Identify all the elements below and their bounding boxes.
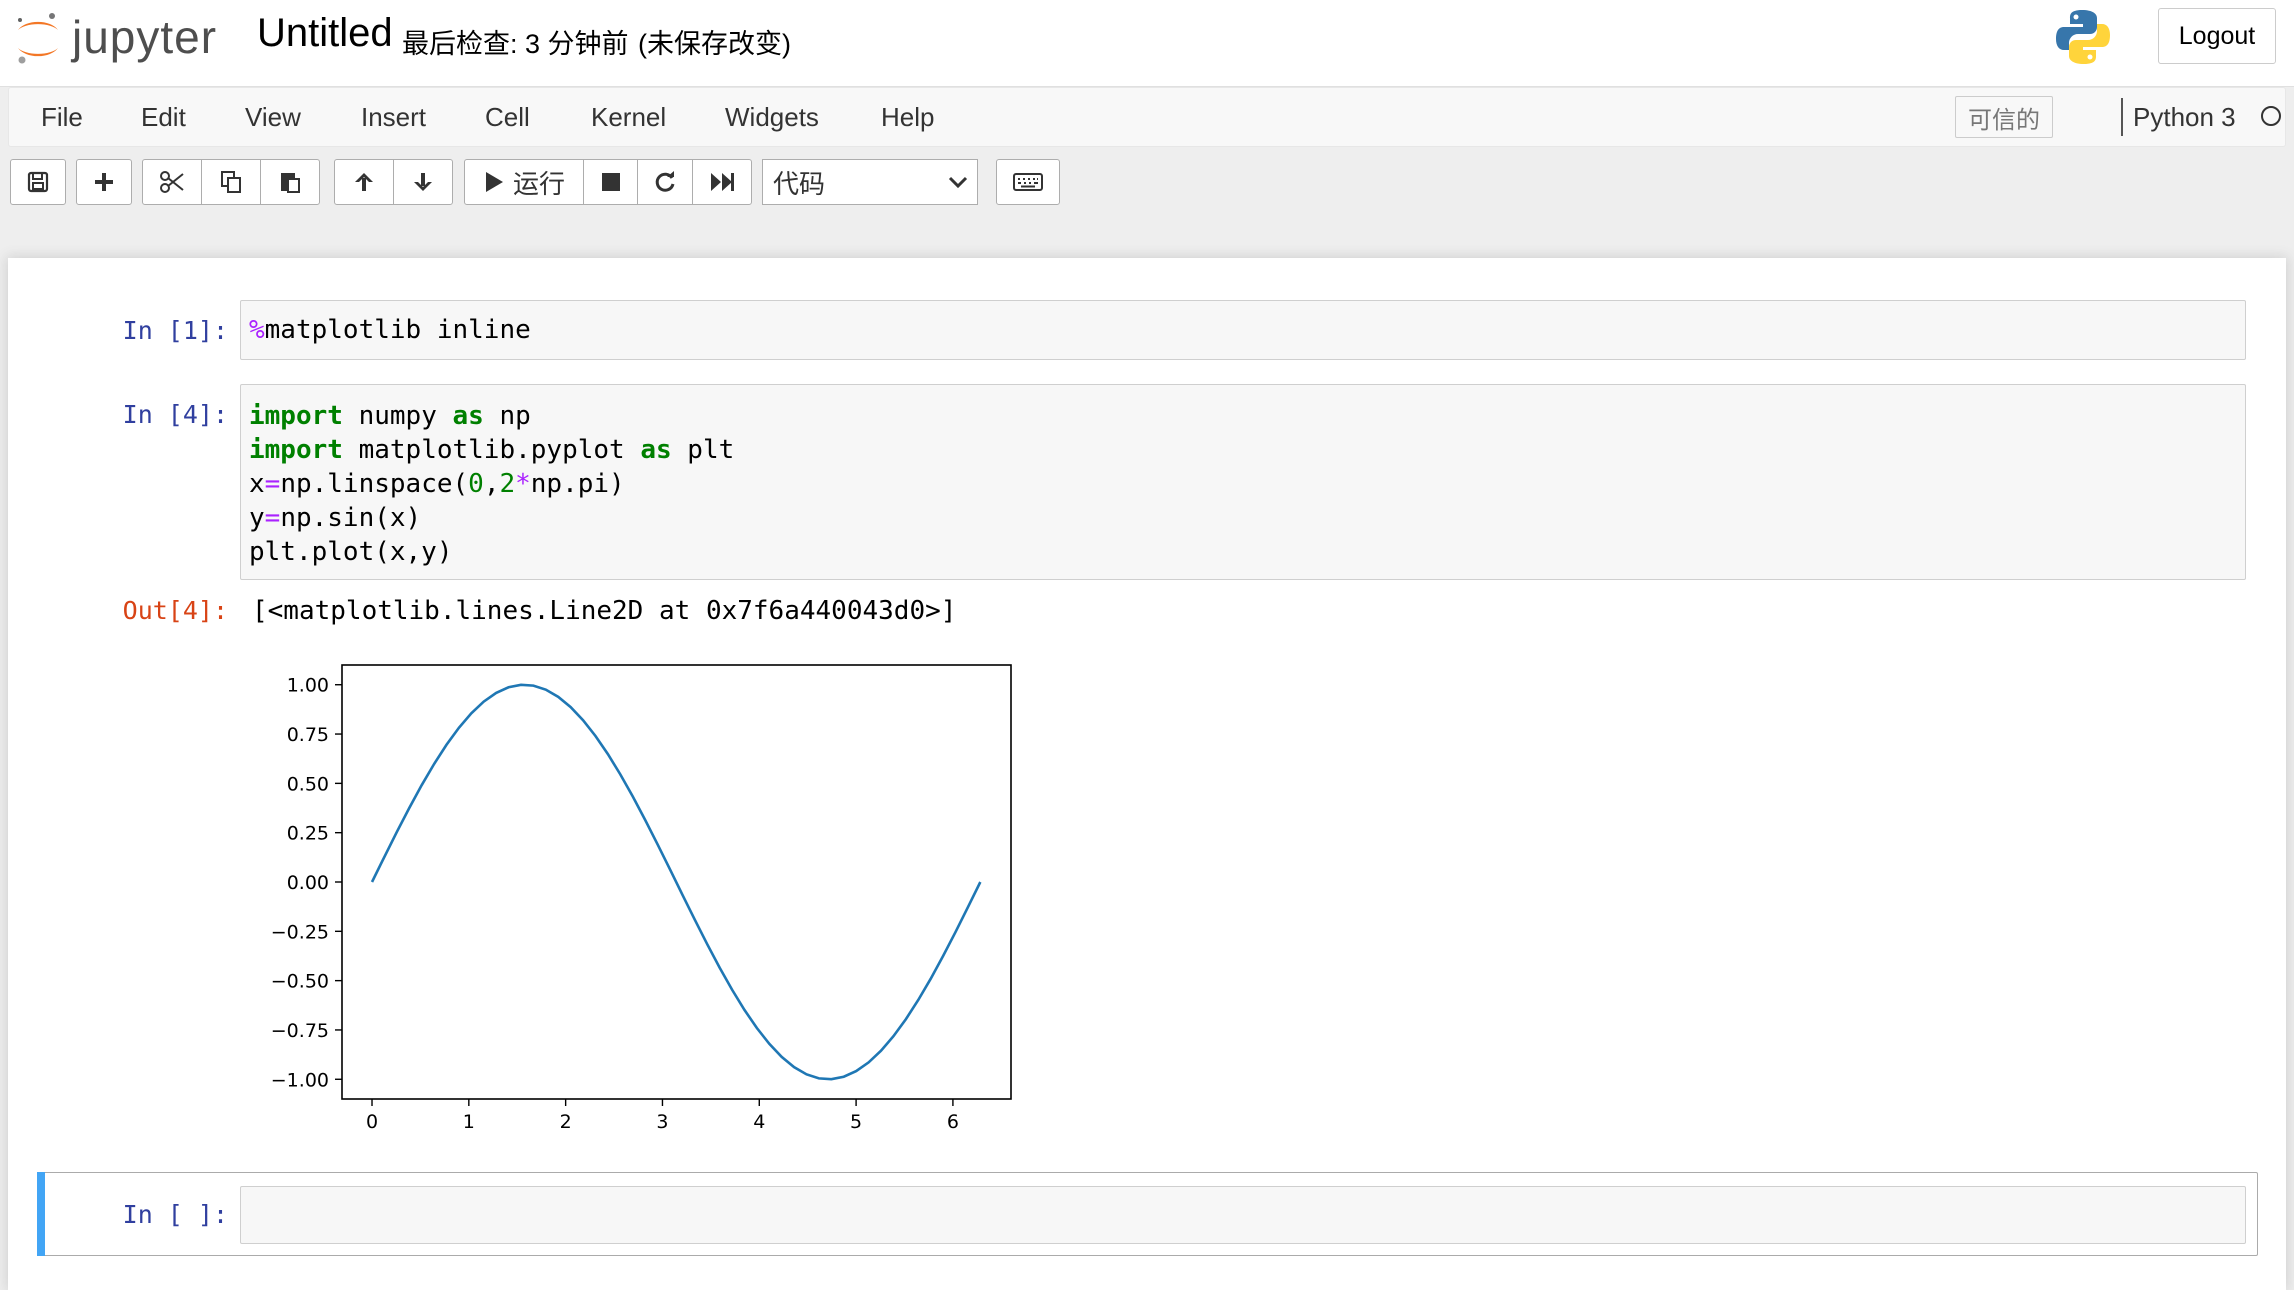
jupyter-logo[interactable]: jupyter — [14, 8, 234, 68]
restart-run-all-button[interactable] — [692, 159, 752, 205]
menu-edit[interactable]: Edit — [141, 102, 186, 132]
trusted-notebook-badge[interactable]: 可信的 — [1955, 96, 2053, 138]
y-tick-label: −1.00 — [271, 1069, 329, 1091]
copy-button[interactable] — [201, 159, 261, 205]
cell3-input-prompt: In [ ]: — [122, 1200, 228, 1229]
notebook-title[interactable]: Untitled — [257, 11, 393, 55]
notebook-header: jupyter Untitled 最后检查: 3 分钟前 (未保存改变) Log… — [0, 0, 2294, 87]
menu-view[interactable]: View — [245, 102, 301, 132]
cell3-code-editor[interactable] — [240, 1186, 2246, 1244]
y-tick-label: 0.50 — [287, 773, 329, 795]
code-line-5: plt.plot(x,y) — [249, 537, 453, 567]
y-tick-label: −0.50 — [271, 971, 329, 993]
stop-icon — [601, 173, 620, 191]
cut-icon — [160, 171, 184, 193]
restart-icon — [655, 171, 675, 192]
sine-series-line — [370, 683, 982, 1081]
kernel-divider — [2121, 98, 2123, 136]
interrupt-kernel-button[interactable] — [583, 159, 638, 205]
x-tick-label: 6 — [947, 1111, 959, 1133]
y-tick-label: 0.25 — [287, 823, 329, 845]
restart-kernel-button[interactable] — [637, 159, 693, 205]
run-button-label: 运行 — [512, 168, 565, 199]
cell1-input-prompt: In [1]: — [122, 316, 228, 345]
insert-cell-button[interactable] — [76, 159, 132, 205]
cell2-input-prompt: In [4]: — [122, 400, 228, 429]
y-tick-label: 0.00 — [287, 872, 329, 894]
checkpoint-status: 最后检查: 3 分钟前 — [402, 29, 629, 59]
x-tick-label: 5 — [850, 1111, 862, 1133]
play-icon — [485, 172, 503, 192]
code-line-4: y=np.sin(x) — [249, 503, 422, 533]
toolbar: 运行 代码 — [0, 155, 2294, 213]
menu-cell[interactable]: Cell — [485, 102, 530, 132]
command-palette-button[interactable] — [996, 159, 1060, 205]
code-line-2: import matplotlib.pyplot as plt — [249, 435, 735, 465]
arrow-down-icon — [414, 173, 432, 191]
menu-widgets[interactable]: Widgets — [725, 102, 819, 132]
move-cell-down-button[interactable] — [393, 159, 453, 205]
menu-help[interactable]: Help — [881, 102, 935, 132]
arrow-up-icon — [355, 173, 373, 191]
keyboard-icon — [1013, 173, 1043, 191]
copy-icon — [221, 171, 241, 193]
cell1-code-editor[interactable]: %matplotlib inline — [240, 300, 2246, 360]
chevron-down-icon — [948, 176, 968, 189]
cut-button[interactable] — [142, 159, 202, 205]
x-tick-label: 2 — [560, 1111, 572, 1133]
kernel-idle-indicator-icon — [2261, 106, 2281, 126]
x-tick-label: 0 — [366, 1111, 378, 1133]
paste-icon — [281, 173, 300, 193]
fast-forward-icon — [711, 173, 734, 191]
move-cell-up-button[interactable] — [334, 159, 394, 205]
code-line-1: import numpy as np — [249, 401, 531, 431]
paste-button[interactable] — [260, 159, 320, 205]
menu-insert[interactable]: Insert — [361, 102, 427, 132]
save-button[interactable] — [10, 159, 66, 205]
cell2-output-text: [<matplotlib.lines.Line2D at 0x7f6a44004… — [252, 596, 957, 626]
logout-button[interactable]: Logout — [2158, 8, 2276, 64]
selected-cell-indicator — [37, 1172, 45, 1256]
y-tick-label: −0.75 — [271, 1020, 329, 1042]
sine-plot-chart: 1.00 0.75 0.50 0.25 0.00 −0.25 −0.50 −0.75 −1.00… — [271, 664, 1012, 1133]
cell2-code-editor[interactable]: import numpy as np import matplotlib.pyp… — [240, 384, 2246, 580]
plot-output: 1.00 0.75 0.50 0.25 0.00 −0.25 −0.50 −0.75 −1.00… — [250, 652, 1020, 1144]
jupyter-wordmark: jupyter — [72, 11, 218, 63]
cell2-output-prompt: Out[4]: — [122, 596, 228, 625]
run-cell-button[interactable]: 运行 — [464, 159, 584, 205]
cell-type-selected-value: 代码 — [773, 168, 826, 199]
save-icon — [27, 171, 49, 193]
plus-icon — [95, 173, 113, 191]
menu-file[interactable]: File — [41, 102, 83, 132]
jupyter-logo-icon — [18, 13, 58, 64]
y-tick-label: −0.25 — [271, 921, 329, 943]
x-tick-label: 1 — [463, 1111, 475, 1133]
menubar: File Edit View Insert Cell Kernel Widget… — [8, 87, 2286, 147]
code-line-3: x=np.linspace(0,2*np.pi) — [249, 469, 625, 499]
x-tick-label: 4 — [753, 1111, 765, 1133]
y-tick-label: 0.75 — [287, 724, 329, 746]
cell-type-select[interactable]: 代码 — [762, 159, 978, 205]
x-tick-label: 3 — [656, 1111, 668, 1133]
autosave-status: (未保存改变) — [638, 29, 791, 59]
menu-kernel[interactable]: Kernel — [591, 102, 667, 132]
kernel-name: Python 3 — [2133, 102, 2236, 132]
cell1-code-line: %matplotlib inline — [249, 315, 531, 345]
python-logo-icon — [2054, 8, 2112, 71]
y-tick-label: 1.00 — [287, 675, 329, 697]
